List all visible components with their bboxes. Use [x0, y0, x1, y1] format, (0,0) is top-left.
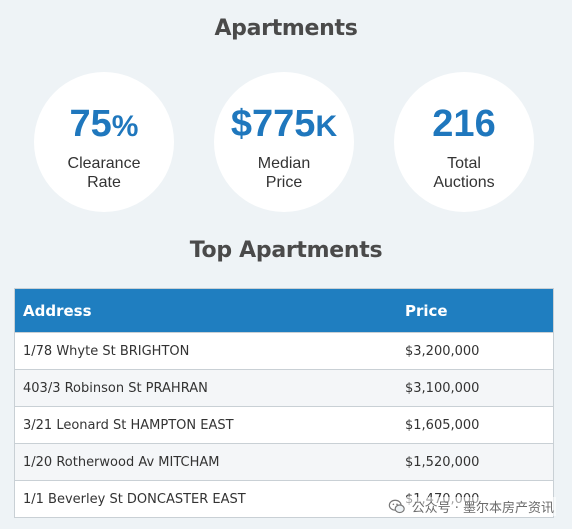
price-cell: $3,200,000	[405, 343, 480, 359]
total-auctions-label-line1: Total	[447, 155, 481, 172]
clearance-rate-label-line1: Clearance	[67, 155, 141, 172]
price-cell: $3,100,000	[405, 380, 480, 396]
address-cell: 1/1 Beverley St DONCASTER EAST	[23, 491, 246, 507]
clearance-rate-label: Clearance Rate	[34, 154, 174, 192]
total-auctions-number: 216	[432, 103, 496, 145]
clearance-rate-value: 75%	[34, 104, 174, 147]
apartments-title: Apartments	[214, 16, 358, 41]
median-price-label-line1: Median	[257, 155, 311, 172]
table-row: 403/3 Robinson St PRAHRAN $3,100,000	[15, 369, 553, 406]
median-price-stat: $775K Median Price	[214, 72, 354, 212]
price-column-header: Price	[405, 301, 448, 320]
top-apartments-title: Top Apartments	[189, 238, 383, 263]
clearance-rate-number: 75	[69, 103, 112, 145]
median-price-suffix: K	[315, 110, 338, 143]
table-row: 3/21 Leonard St HAMPTON EAST $1,605,000	[15, 406, 553, 443]
median-price-label: Median Price	[214, 154, 354, 192]
clearance-rate-stat: 75% Clearance Rate	[34, 72, 174, 212]
table-body: 1/78 Whyte St BRIGHTON $3,200,000 403/3 …	[15, 332, 553, 517]
median-price-number: $775	[230, 103, 316, 145]
table-row: 1/78 Whyte St BRIGHTON $3,200,000	[15, 332, 553, 369]
total-auctions-value: 216	[394, 104, 534, 147]
watermark-text: 公众号 · 墨尔本房产资讯	[411, 501, 554, 516]
clearance-rate-suffix: %	[111, 110, 139, 143]
address-cell: 3/21 Leonard St HAMPTON EAST	[23, 417, 234, 433]
median-price-value: $775K	[214, 104, 354, 147]
wechat-icon	[388, 499, 405, 513]
total-auctions-label-line2: Auctions	[433, 174, 495, 191]
address-cell: 1/20 Rotherwood Av MITCHAM	[23, 454, 220, 470]
clearance-rate-label-line2: Rate	[87, 174, 121, 191]
address-cell: 403/3 Robinson St PRAHRAN	[23, 380, 208, 396]
median-price-label-line2: Price	[265, 174, 303, 191]
watermark: 公众号 · 墨尔本房产资讯	[385, 497, 556, 516]
address-cell: 1/78 Whyte St BRIGHTON	[23, 343, 190, 359]
table-row: 1/20 Rotherwood Av MITCHAM $1,520,000	[15, 443, 553, 480]
price-cell: $1,605,000	[405, 417, 480, 433]
table-header: Address Price	[15, 289, 553, 332]
total-auctions-stat: 216 Total Auctions	[394, 72, 534, 212]
address-column-header: Address	[23, 301, 92, 320]
price-cell: $1,520,000	[405, 454, 480, 470]
top-apartments-table: Address Price 1/78 Whyte St BRIGHTON $3,…	[14, 288, 554, 518]
total-auctions-label: Total Auctions	[394, 154, 534, 192]
